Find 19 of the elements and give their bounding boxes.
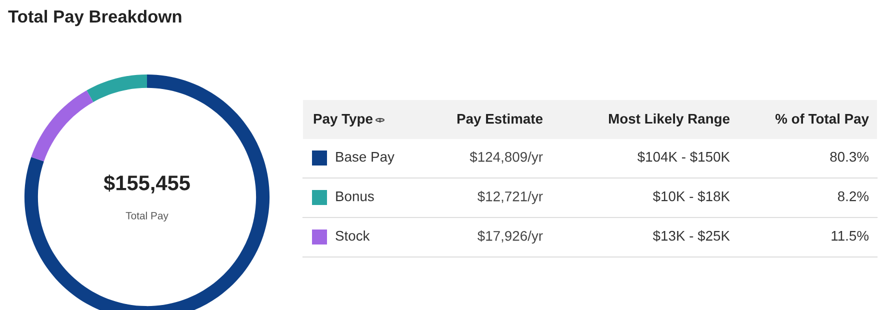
text: % of Total Pay (775, 114, 869, 126)
text: $13K - $25K (652, 230, 730, 242)
text: $104K - $150K (637, 151, 730, 163)
text: Total Pay (126, 212, 168, 222)
text: Most Likely Range (608, 113, 730, 127)
legend-label: Base Pay (336, 152, 394, 164)
text: $10K - $18K (652, 190, 730, 202)
text: $17,926/yr (478, 230, 543, 244)
text: Pay Estimate (457, 114, 543, 126)
text: $12,721/yr (478, 190, 543, 204)
legend-label: Bonus (336, 192, 374, 202)
chart-title: Total Pay Breakdown (8, 10, 182, 26)
text: Pay Type (314, 114, 372, 126)
legend-label: Stock (336, 230, 370, 241)
data-label: 11.5% (832, 230, 869, 241)
text: $155,455 (104, 174, 190, 194)
data-label: 8.2% (838, 191, 869, 202)
text: $124,809/yr (470, 151, 543, 165)
data-label: 80.3% (830, 152, 869, 162)
